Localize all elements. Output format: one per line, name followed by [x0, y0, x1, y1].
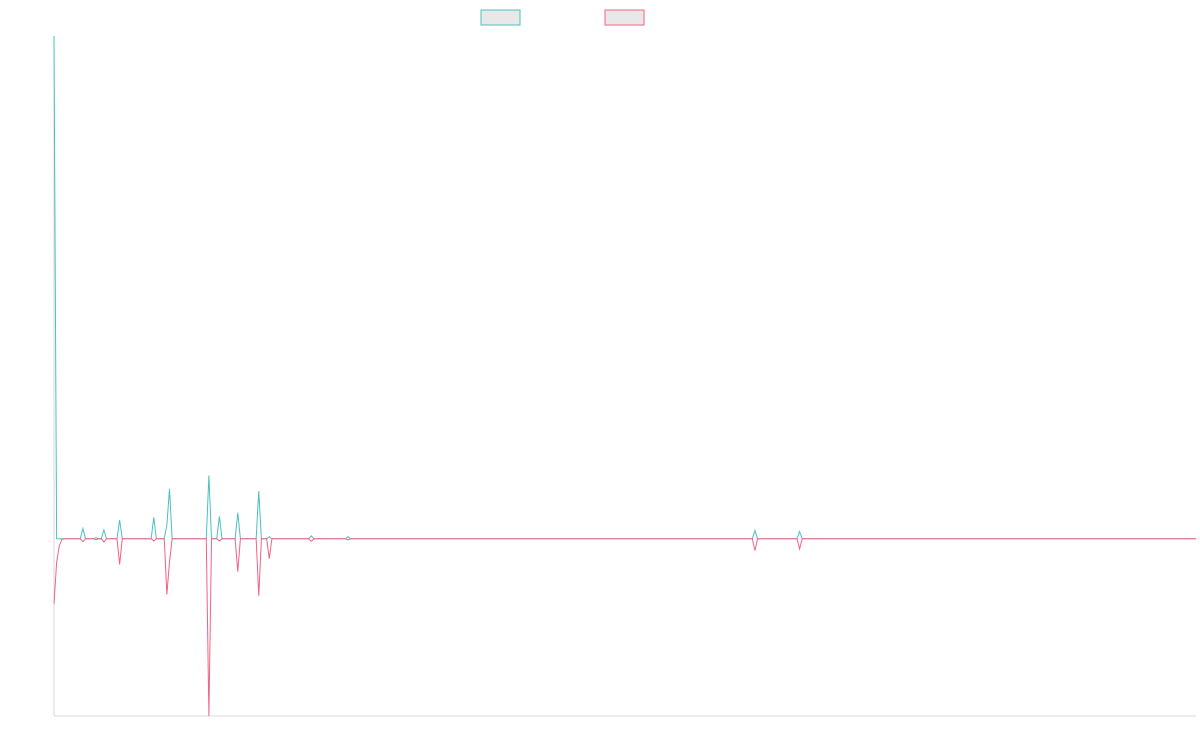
chart-legend	[480, 9, 645, 26]
legend-swatch-series-1[interactable]	[480, 9, 521, 26]
series-line-1	[53, 35, 1196, 540]
legend-swatch-series-2[interactable]	[604, 9, 645, 26]
series-line-2	[53, 538, 1196, 717]
plot-area	[53, 35, 1196, 717]
chart-axes	[53, 36, 1196, 717]
